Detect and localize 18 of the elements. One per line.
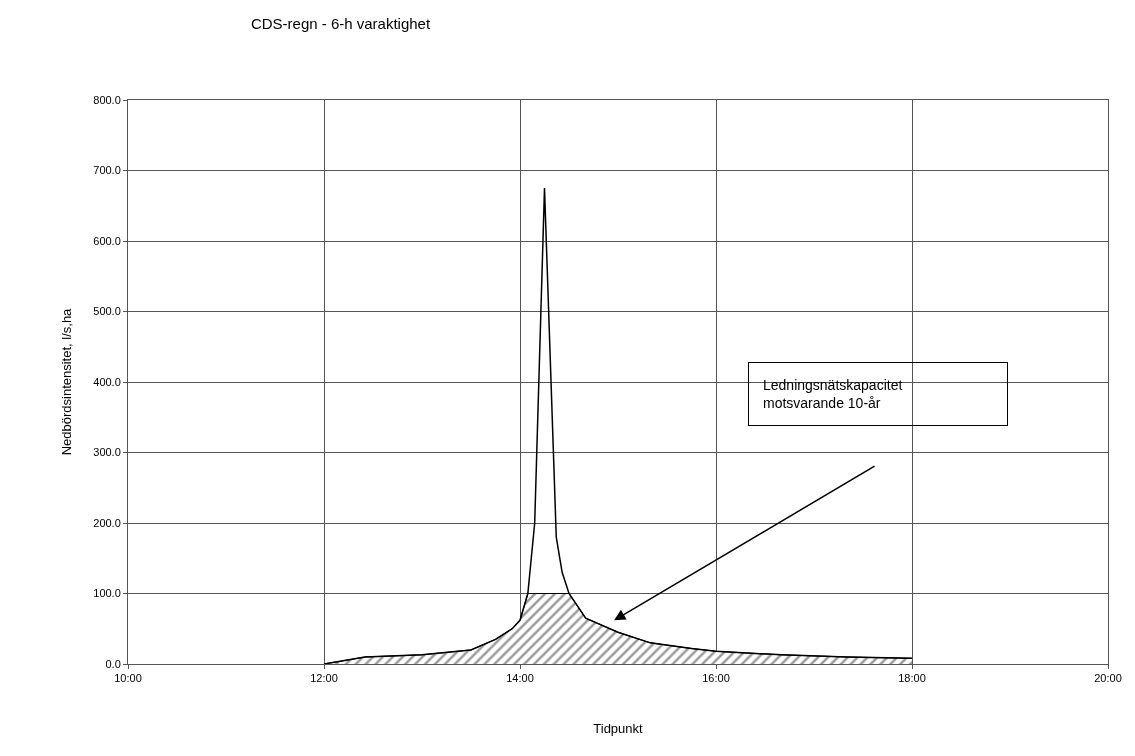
y-tick-label: 600.0 xyxy=(93,234,121,247)
y-tick-label: 300.0 xyxy=(93,446,121,459)
y-tick-label: 200.0 xyxy=(93,516,121,529)
x-tick-label: 10:00 xyxy=(114,672,142,685)
y-tick-label: 100.0 xyxy=(93,587,121,600)
y-tick-label: 500.0 xyxy=(93,305,121,318)
chart-title: CDS-regn - 6-h varaktighet xyxy=(250,15,431,33)
x-tick-label: 16:00 xyxy=(702,672,730,685)
x-tick-label: 14:00 xyxy=(506,672,534,685)
y-tick-label: 0.0 xyxy=(105,657,121,670)
x-axis-title: Tidpunkt xyxy=(593,720,644,736)
x-tick-label: 20:00 xyxy=(1094,672,1122,685)
y-axis-title: Nedbördsintensitet, l/s,ha xyxy=(59,307,75,456)
y-tick-label: 400.0 xyxy=(93,375,121,388)
y-tick-label: 700.0 xyxy=(93,164,121,177)
x-tick-label: 18:00 xyxy=(898,672,926,685)
y-tick-label: 800.0 xyxy=(93,93,121,106)
x-tick-label: 12:00 xyxy=(310,672,338,685)
